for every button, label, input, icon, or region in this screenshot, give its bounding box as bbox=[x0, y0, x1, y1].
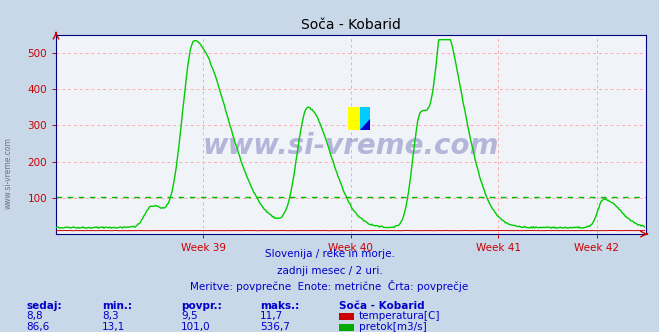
Text: Soča - Kobarid: Soča - Kobarid bbox=[339, 301, 425, 311]
Text: 8,3: 8,3 bbox=[102, 311, 119, 321]
Text: zadnji mesec / 2 uri.: zadnji mesec / 2 uri. bbox=[277, 266, 382, 276]
Polygon shape bbox=[360, 119, 370, 130]
Text: temperatura[C]: temperatura[C] bbox=[359, 311, 441, 321]
Text: www.si-vreme.com: www.si-vreme.com bbox=[3, 137, 13, 208]
Text: maks.:: maks.: bbox=[260, 301, 300, 311]
Text: 536,7: 536,7 bbox=[260, 322, 290, 332]
Title: Soča - Kobarid: Soča - Kobarid bbox=[301, 18, 401, 32]
Text: 13,1: 13,1 bbox=[102, 322, 125, 332]
Bar bbox=[360, 107, 370, 130]
Text: pretok[m3/s]: pretok[m3/s] bbox=[359, 322, 427, 332]
Text: Slovenija / reke in morje.: Slovenija / reke in morje. bbox=[264, 249, 395, 259]
Text: Meritve: povprečne  Enote: metrične  Črta: povprečje: Meritve: povprečne Enote: metrične Črta:… bbox=[190, 281, 469, 292]
Polygon shape bbox=[348, 107, 360, 119]
Text: 11,7: 11,7 bbox=[260, 311, 283, 321]
Text: sedaj:: sedaj: bbox=[26, 301, 62, 311]
Text: www.si-vreme.com: www.si-vreme.com bbox=[203, 132, 499, 160]
Text: 101,0: 101,0 bbox=[181, 322, 211, 332]
Text: min.:: min.: bbox=[102, 301, 132, 311]
Text: 86,6: 86,6 bbox=[26, 322, 49, 332]
Text: 9,5: 9,5 bbox=[181, 311, 198, 321]
Text: 8,8: 8,8 bbox=[26, 311, 43, 321]
Bar bbox=[348, 107, 360, 130]
Text: povpr.:: povpr.: bbox=[181, 301, 222, 311]
